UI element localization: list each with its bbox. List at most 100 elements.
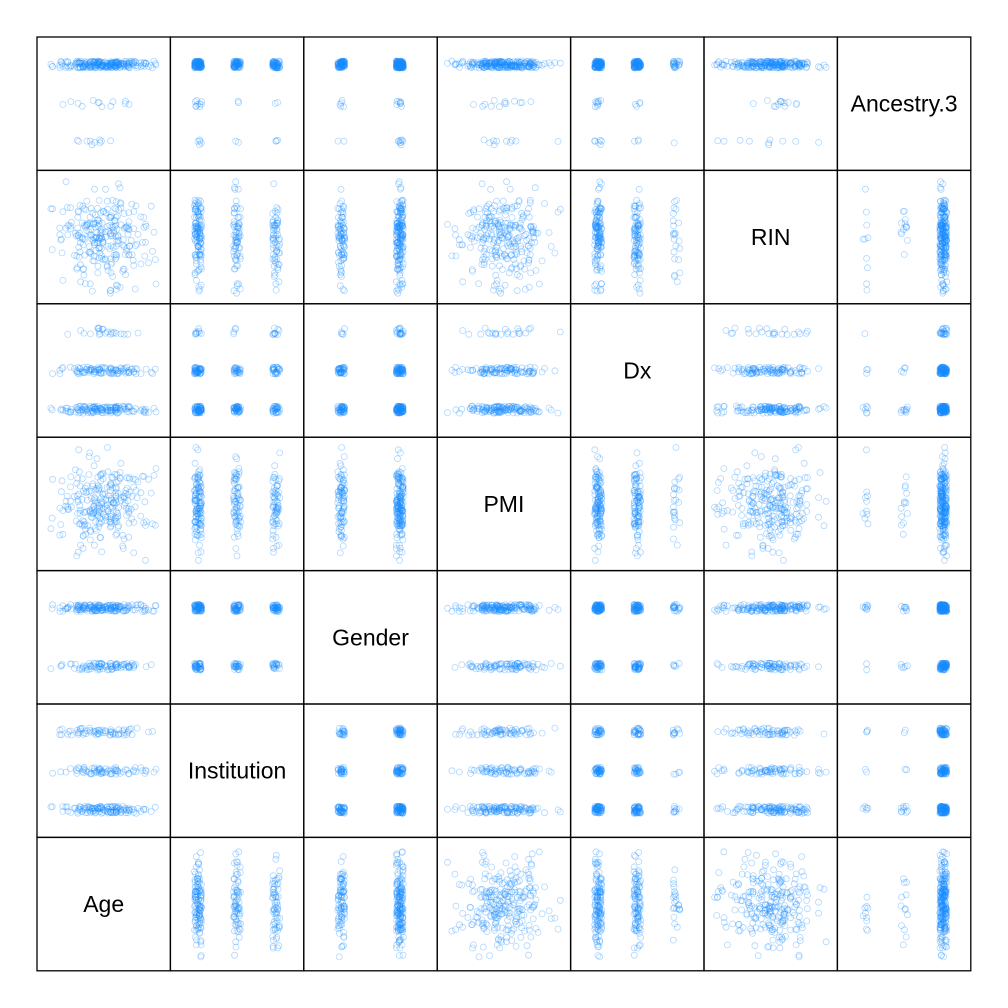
data-point: [85, 243, 93, 250]
panel-RIN-vs-RIN: RIN: [703, 169, 839, 305]
data-point: [113, 60, 121, 68]
data-point: [71, 63, 78, 71]
data-point: [117, 62, 125, 70]
data-point: [77, 57, 84, 65]
data-point: [117, 59, 125, 67]
data-point: [73, 59, 81, 67]
data-point: [114, 61, 122, 69]
data-point: [74, 100, 82, 107]
data-point: [101, 63, 109, 71]
data-point: [527, 269, 535, 277]
data-point: [95, 57, 102, 65]
data-point: [115, 180, 122, 188]
data-point: [864, 264, 871, 272]
data-point: [114, 58, 121, 66]
panel-Dx-vs-PMI: [436, 303, 572, 438]
data-point: [714, 137, 722, 145]
data-point: [49, 63, 56, 70]
data-point: [554, 137, 562, 145]
data-point: [67, 63, 74, 71]
panel-RIN-vs-Gender: [303, 169, 438, 305]
data-point: [103, 61, 111, 69]
data-point: [670, 248, 678, 256]
data-point: [48, 406, 56, 414]
data-point: [93, 59, 101, 67]
data-point: [114, 60, 121, 68]
panel-RIN-vs-PMI: [436, 169, 572, 305]
data-point: [94, 262, 102, 270]
data-point: [109, 273, 117, 280]
data-point: [513, 287, 521, 295]
data-point: [492, 271, 500, 279]
data-point: [88, 141, 96, 149]
data-point: [81, 58, 89, 66]
data-point: [132, 242, 140, 250]
data-point: [127, 236, 135, 244]
data-point: [465, 330, 473, 338]
data-point: [114, 59, 122, 67]
data-point: [98, 62, 105, 69]
data-point: [74, 64, 82, 71]
data-point: [752, 330, 760, 338]
data-point: [99, 62, 107, 69]
variable-label: RIN: [751, 224, 791, 250]
data-point: [147, 489, 155, 497]
data-point: [99, 60, 107, 67]
data-point: [62, 63, 70, 71]
data-point: [98, 137, 105, 145]
data-point: [78, 63, 86, 70]
panel-Ancestry.3-vs-Gender: [303, 36, 438, 172]
data-point: [900, 251, 908, 258]
panel-Dx-vs-Ancestry.3: [836, 303, 972, 438]
panel-Ancestry.3-vs-Ancestry.3: Ancestry.3: [836, 36, 972, 172]
data-point: [123, 60, 131, 68]
data-point: [85, 453, 93, 461]
data-point: [145, 63, 152, 70]
data-point: [84, 496, 91, 504]
data-point: [130, 549, 138, 557]
data-point: [134, 62, 142, 70]
data-point: [746, 137, 753, 145]
data-point: [671, 255, 678, 263]
data-point: [475, 205, 483, 213]
data-point: [113, 58, 120, 66]
data-point: [551, 249, 559, 257]
data-point: [816, 404, 824, 412]
data-point: [96, 136, 104, 144]
data-point: [137, 63, 145, 70]
data-point: [104, 59, 111, 67]
data-point: [89, 97, 97, 104]
data-point: [112, 58, 120, 66]
data-point: [676, 269, 684, 277]
data-point: [103, 63, 111, 71]
data-point: [444, 220, 451, 228]
data-point: [591, 286, 599, 294]
data-point: [337, 185, 345, 193]
data-point: [92, 63, 99, 71]
data-point: [490, 97, 498, 104]
data-point: [96, 139, 104, 147]
data-point: [498, 266, 506, 273]
data-point: [59, 276, 67, 284]
data-point: [792, 137, 800, 145]
data-point: [527, 98, 535, 105]
data-point: [124, 61, 132, 69]
data-point: [67, 98, 75, 105]
data-point: [137, 59, 145, 67]
data-point: [501, 281, 509, 289]
data-point: [475, 280, 483, 288]
data-point: [48, 246, 56, 254]
data-point: [93, 59, 101, 67]
data-point: [64, 58, 72, 65]
data-point: [596, 178, 604, 186]
data-point: [125, 100, 133, 108]
data-point: [112, 59, 120, 67]
data-point: [525, 205, 532, 213]
data-point: [145, 475, 152, 483]
data-point: [125, 61, 133, 68]
panel-RIN-vs-Age: [36, 169, 172, 305]
data-point: [62, 58, 70, 66]
data-point: [151, 60, 159, 67]
data-point: [86, 137, 94, 145]
data-point: [75, 137, 83, 145]
